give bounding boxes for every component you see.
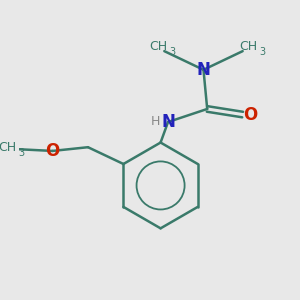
Text: CH: CH [150, 40, 168, 53]
Text: CH: CH [0, 141, 17, 154]
Text: O: O [243, 106, 257, 124]
Text: N: N [161, 113, 175, 131]
Text: 3: 3 [259, 47, 265, 57]
Text: H: H [151, 115, 160, 128]
Text: 3: 3 [19, 148, 25, 158]
Text: N: N [196, 61, 210, 79]
Text: O: O [45, 142, 60, 160]
Text: 3: 3 [169, 47, 176, 57]
Text: CH: CH [239, 40, 257, 53]
